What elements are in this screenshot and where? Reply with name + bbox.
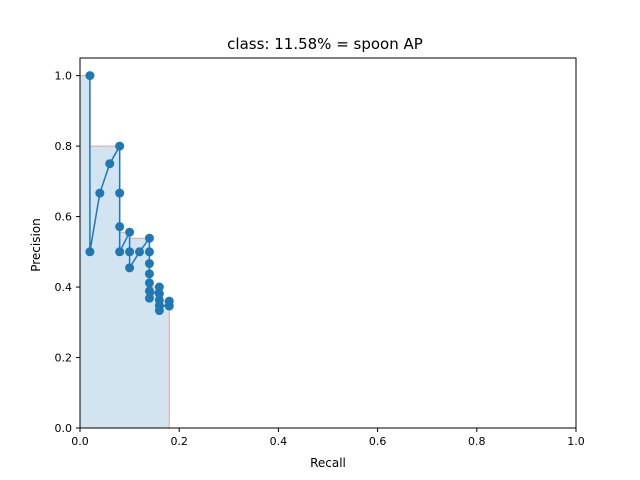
- y-tick-label: 0.4: [55, 281, 73, 294]
- data-point: [144, 233, 154, 243]
- x-tick-label: 0.8: [468, 435, 486, 448]
- data-point: [115, 141, 125, 151]
- data-point: [125, 247, 135, 257]
- data-point: [154, 282, 164, 292]
- data-point: [144, 269, 154, 279]
- data-point: [144, 293, 154, 303]
- y-tick-label: 0.8: [55, 140, 73, 153]
- data-point: [154, 306, 164, 316]
- data-point: [115, 247, 125, 257]
- data-point: [144, 247, 154, 257]
- data-point: [85, 247, 95, 257]
- data-point: [85, 71, 95, 81]
- data-point: [115, 188, 125, 198]
- data-point: [105, 159, 115, 169]
- y-tick-label: 0.6: [55, 211, 73, 224]
- ap-area-fill: [80, 75, 170, 428]
- x-axis-label: Recall: [310, 456, 346, 470]
- data-point: [125, 227, 135, 237]
- x-tick-label: 0.0: [71, 435, 89, 448]
- y-tick-label: 0.2: [55, 352, 73, 365]
- x-tick-label: 0.2: [170, 435, 188, 448]
- x-tick-label: 1.0: [567, 435, 585, 448]
- data-point: [144, 278, 154, 288]
- data-point: [164, 301, 174, 311]
- x-tick-label: 0.6: [369, 435, 387, 448]
- data-point: [125, 263, 135, 273]
- data-point: [95, 188, 105, 198]
- y-tick-label: 0.0: [55, 422, 73, 435]
- y-tick-label: 1.0: [55, 70, 73, 83]
- data-point: [115, 222, 125, 232]
- axes: 0.0 0.2 0.4 0.6 0.8 1.0 0.0 0.2 0.4 0.6 0.8 1.0: [55, 57, 585, 448]
- data-point: [135, 247, 145, 257]
- x-tick-label: 0.4: [270, 435, 288, 448]
- plot-frame: [79, 57, 577, 429]
- data-point: [144, 286, 154, 296]
- data-point: [144, 259, 154, 269]
- chart-title: class: 11.58% = spoon AP: [227, 35, 423, 53]
- plot-area: [80, 71, 174, 428]
- y-axis-label: Precision: [29, 218, 43, 272]
